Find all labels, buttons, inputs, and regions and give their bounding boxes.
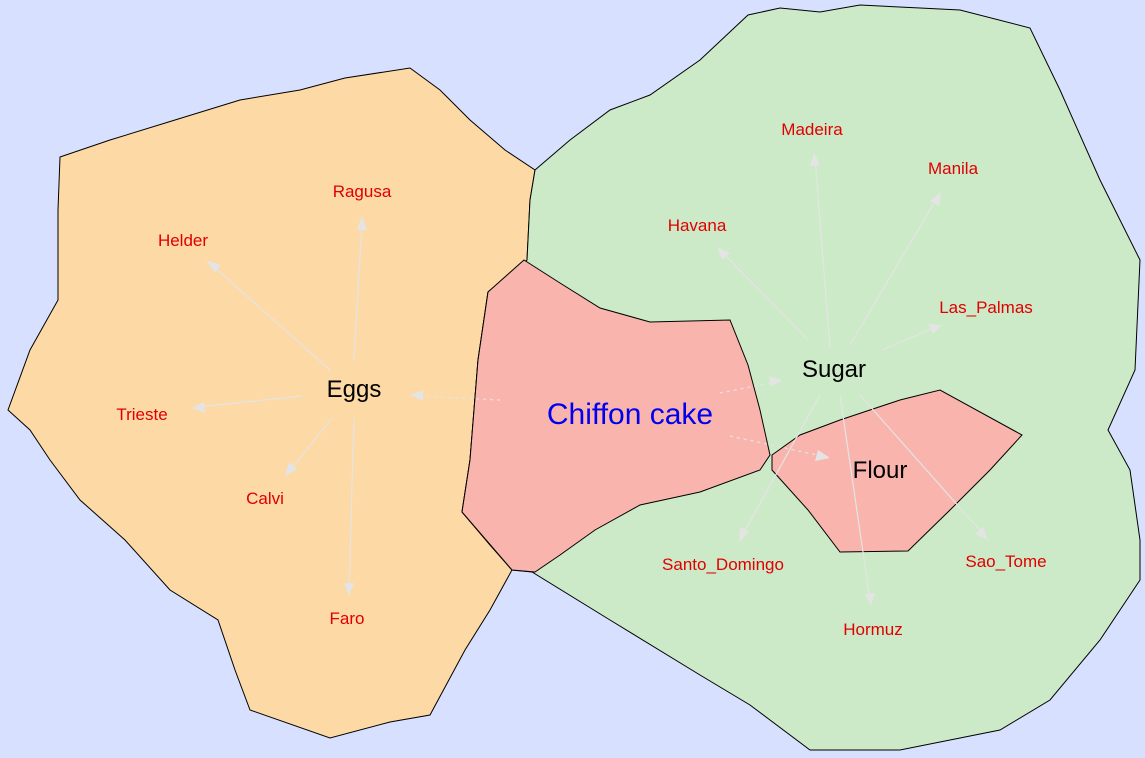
arrowhead: [815, 450, 830, 461]
edge-sugar-manila: [849, 197, 938, 346]
leaf-label-hormuz: Hormuz: [843, 620, 903, 639]
arrowhead: [717, 247, 730, 260]
edge-sugar-madeira: [814, 157, 831, 349]
edge-eggs-faro: [348, 417, 355, 591]
arrowhead: [928, 324, 942, 334]
edge-chiffon-sugar: [719, 381, 776, 394]
leaf-label-havana: Havana: [668, 216, 727, 235]
leaf-label-helder: Helder: [158, 231, 208, 250]
sugar-edges: [717, 152, 988, 606]
edge-sugar-sao-tome: [859, 394, 985, 536]
leaf-label-las-palmas: Las_Palmas: [939, 298, 1033, 317]
arrowhead: [810, 152, 820, 166]
edge-eggs-trieste: [197, 395, 303, 408]
center-edges: [410, 376, 830, 461]
edge-sugar-hormuz: [839, 394, 871, 601]
arrowhead: [975, 527, 988, 540]
arrowhead: [357, 216, 367, 230]
edge-eggs-helder: [211, 264, 331, 371]
edge-sugar-santo-domingo: [741, 394, 821, 537]
hub-label-eggs: Eggs: [327, 376, 382, 403]
leaf-label-madeira: Madeira: [781, 120, 843, 139]
arrowhead: [865, 593, 875, 606]
leaf-label-manila: Manila: [928, 159, 979, 178]
arrowhead: [769, 376, 782, 387]
leaf-label-ragusa: Ragusa: [333, 182, 392, 201]
hub-label-flour: Flour: [853, 457, 908, 484]
arrowhead: [206, 260, 221, 273]
leaf-label-calvi: Calvi: [246, 489, 284, 508]
eggs-edges: [192, 216, 367, 596]
edge-sugar-havana: [721, 251, 809, 341]
arrowhead: [739, 527, 749, 542]
edge-sugar-las-palmas: [881, 326, 937, 351]
leaf-label-faro: Faro: [330, 609, 365, 628]
leaf-label-trieste: Trieste: [116, 405, 167, 424]
edge-chiffon-flour: [729, 435, 823, 457]
center-label: Chiffon cake: [547, 398, 713, 431]
edge-eggs-calvi: [288, 417, 333, 473]
leaf-label-santo-domingo: Santo_Domingo: [662, 555, 784, 574]
arrowhead: [930, 192, 941, 206]
arrowhead: [344, 583, 354, 596]
hub-label-sugar: Sugar: [802, 356, 866, 383]
edge-eggs-ragusa: [353, 221, 363, 361]
flour-region: [771, 389, 1023, 553]
arrowhead: [192, 402, 205, 413]
chiffon-region: [461, 259, 771, 573]
arrowhead: [285, 462, 297, 477]
leaf-label-sao-tome: Sao_Tome: [965, 552, 1046, 571]
arrowhead: [410, 390, 423, 401]
